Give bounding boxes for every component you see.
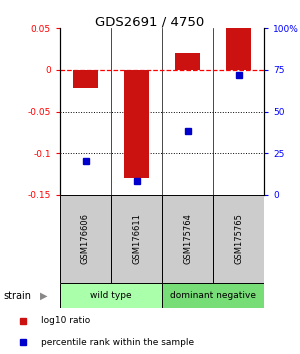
Text: strain: strain [3, 291, 31, 301]
Bar [162, 195, 213, 283]
Text: dominant negative: dominant negative [170, 291, 256, 300]
Text: GSM176606: GSM176606 [81, 213, 90, 264]
Text: GSM175765: GSM175765 [234, 213, 243, 264]
Bar [60, 283, 162, 308]
Text: GSM175764: GSM175764 [183, 213, 192, 264]
Text: wild type: wild type [90, 291, 132, 300]
Bar [124, 70, 149, 178]
Bar [73, 70, 98, 88]
Bar [213, 195, 264, 283]
Text: percentile rank within the sample: percentile rank within the sample [40, 338, 194, 347]
Bar [111, 195, 162, 283]
Text: log10 ratio: log10 ratio [40, 316, 90, 325]
Text: GSM176611: GSM176611 [132, 213, 141, 264]
Bar [175, 53, 200, 70]
Bar [162, 283, 264, 308]
Text: GDS2691 / 4750: GDS2691 / 4750 [95, 16, 205, 29]
Text: ▶: ▶ [40, 291, 47, 301]
Bar [226, 28, 251, 70]
Bar [60, 195, 111, 283]
